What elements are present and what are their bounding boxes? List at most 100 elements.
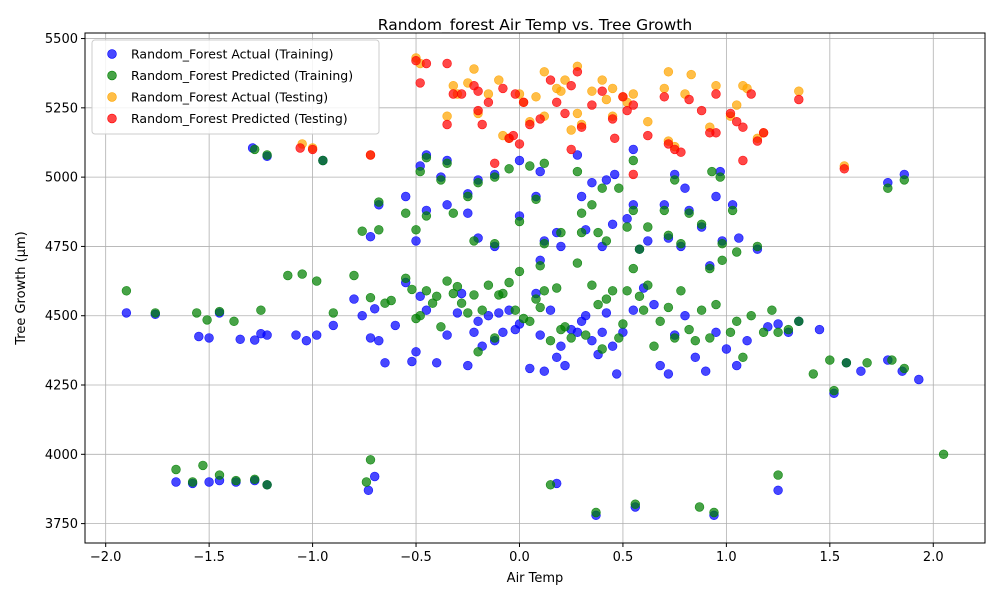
data-point bbox=[452, 281, 463, 292]
plot-area-frame bbox=[84, 32, 986, 544]
data-point bbox=[508, 130, 518, 141]
data-point bbox=[783, 324, 794, 335]
data-point bbox=[883, 183, 893, 193]
data-point bbox=[572, 150, 583, 160]
data-point bbox=[442, 276, 452, 286]
data-point bbox=[560, 360, 570, 371]
data-point bbox=[794, 316, 804, 326]
y-tick-label: 4750 bbox=[45, 240, 78, 255]
data-point bbox=[618, 92, 628, 102]
data-point bbox=[361, 477, 372, 487]
data-point bbox=[545, 480, 556, 490]
data-point bbox=[469, 64, 479, 74]
data-point bbox=[448, 288, 458, 299]
data-point bbox=[841, 358, 852, 368]
series-4 bbox=[295, 55, 849, 180]
data-point bbox=[601, 94, 612, 105]
data-point bbox=[365, 232, 376, 242]
data-point bbox=[498, 327, 508, 337]
data-point bbox=[301, 336, 312, 346]
data-point bbox=[634, 244, 645, 254]
data-point bbox=[607, 286, 618, 296]
data-point bbox=[711, 80, 721, 91]
data-point bbox=[717, 239, 727, 249]
data-point bbox=[700, 366, 711, 376]
data-point bbox=[473, 105, 483, 116]
data-point bbox=[192, 308, 202, 318]
data-point bbox=[490, 158, 500, 169]
data-point bbox=[663, 369, 674, 379]
data-point bbox=[649, 299, 659, 310]
data-point bbox=[448, 80, 458, 91]
data-point bbox=[432, 291, 442, 301]
data-point bbox=[566, 125, 576, 135]
data-point bbox=[411, 236, 421, 246]
data-point bbox=[758, 327, 769, 337]
data-point bbox=[421, 286, 432, 296]
y-tick-label: 5000 bbox=[45, 171, 78, 186]
data-point bbox=[731, 316, 742, 326]
data-point bbox=[250, 335, 260, 345]
series-2 bbox=[121, 144, 949, 518]
data-point bbox=[580, 330, 591, 340]
y-tick-label: 3750 bbox=[45, 517, 78, 532]
x-tick-label: 0.0 bbox=[509, 550, 530, 565]
data-point bbox=[545, 305, 556, 315]
data-point bbox=[374, 225, 384, 235]
data-point bbox=[643, 116, 653, 127]
data-point bbox=[676, 286, 686, 296]
y-axis-label: Tree Growth (μm) bbox=[14, 231, 29, 345]
data-point bbox=[504, 164, 514, 174]
data-point bbox=[436, 175, 446, 185]
data-point bbox=[628, 169, 638, 180]
data-point bbox=[601, 175, 612, 185]
data-point bbox=[690, 352, 700, 362]
data-point bbox=[442, 119, 452, 130]
data-point bbox=[483, 280, 494, 290]
data-point bbox=[386, 295, 396, 306]
data-point bbox=[566, 80, 576, 91]
x-tick-label: 2.0 bbox=[923, 550, 944, 565]
data-point bbox=[469, 327, 479, 337]
data-point bbox=[659, 92, 669, 102]
data-point bbox=[643, 222, 653, 232]
data-point bbox=[545, 336, 556, 346]
data-point bbox=[490, 333, 500, 343]
y-tick-label: 4250 bbox=[45, 379, 78, 394]
data-point bbox=[432, 358, 442, 368]
data-point bbox=[711, 89, 721, 99]
data-point bbox=[463, 360, 473, 371]
data-point bbox=[622, 214, 632, 224]
data-point bbox=[318, 155, 328, 166]
data-point bbox=[669, 333, 680, 343]
data-point bbox=[663, 139, 674, 149]
data-point bbox=[463, 208, 473, 218]
data-point bbox=[556, 241, 566, 252]
y-tick-label: 4500 bbox=[45, 309, 78, 324]
data-point bbox=[680, 311, 690, 321]
data-point bbox=[587, 200, 597, 210]
data-point bbox=[262, 150, 272, 160]
data-point bbox=[752, 136, 763, 146]
data-point bbox=[407, 356, 417, 367]
data-point bbox=[370, 304, 380, 314]
data-point bbox=[514, 216, 525, 227]
data-point bbox=[490, 172, 500, 182]
data-point bbox=[411, 347, 421, 357]
data-point bbox=[415, 291, 425, 301]
data-point bbox=[283, 270, 293, 281]
data-point bbox=[231, 475, 241, 486]
data-point bbox=[684, 208, 694, 218]
data-point bbox=[738, 122, 748, 132]
data-point bbox=[363, 485, 374, 495]
y-tick-label: 5500 bbox=[45, 32, 78, 47]
data-point bbox=[734, 233, 744, 243]
data-point bbox=[539, 67, 549, 77]
y-axis-ticks: 3750 4000 4250 4500 4750 5000 5250 5500 bbox=[45, 32, 85, 532]
data-point bbox=[742, 336, 752, 346]
data-point bbox=[663, 67, 674, 77]
x-tick-label: −1.5 bbox=[193, 550, 225, 565]
data-point bbox=[587, 86, 597, 96]
data-point bbox=[171, 477, 181, 487]
